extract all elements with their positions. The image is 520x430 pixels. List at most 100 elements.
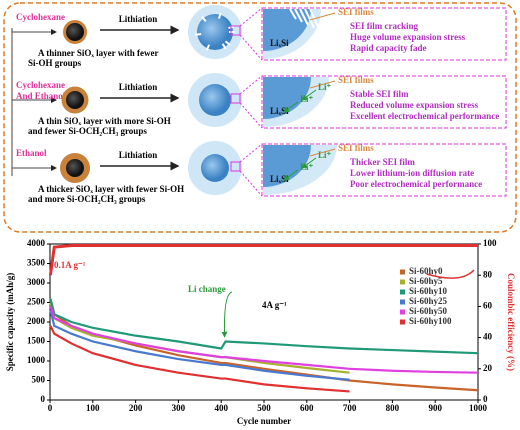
annotation-arrow	[221, 291, 233, 338]
core-region	[263, 77, 311, 119]
zoom-line	[239, 102, 263, 129]
note: Excellent electrochemical performance	[350, 111, 499, 121]
legend-label: Si-60hy5	[409, 276, 443, 286]
core-label: LiₓSi	[270, 174, 289, 184]
description: Si-OH groups	[28, 58, 82, 68]
core-region	[263, 9, 311, 51]
description: and fewer Si-OCH₂CH₃ groups	[28, 126, 147, 136]
y-tick-label: 0	[41, 394, 46, 404]
sei-crack	[299, 8, 309, 26]
solvent: Ethanol	[16, 148, 47, 158]
y2-tick-label: 0	[483, 394, 488, 404]
y-tick-label: 2500	[27, 297, 46, 307]
crack	[218, 12, 222, 19]
y2-tick-label: 20	[483, 363, 493, 373]
legend-label: Si-60hy50	[409, 306, 448, 316]
annotation: 0.1A g⁻¹	[54, 260, 86, 270]
series-line	[49, 298, 479, 355]
y2-tick-label: 100	[483, 238, 497, 248]
sei-crack	[309, 8, 321, 32]
sei-crack	[294, 8, 303, 23]
solvent: Cyclohexane	[16, 80, 65, 90]
diagram-frame	[3, 2, 517, 233]
description: and more Si-OCH₂CH₃ groups	[28, 194, 146, 204]
x-tick-label: 500	[257, 403, 271, 413]
li-path	[283, 169, 299, 181]
particle-core	[66, 91, 84, 109]
legend-swatch	[400, 289, 405, 295]
sei-pointer	[309, 80, 336, 89]
series-line	[49, 325, 350, 393]
zoom-line	[239, 34, 263, 61]
y-axis-label: Specific capacity (mAh/g)	[5, 273, 15, 371]
solvent: Cyclohexane	[16, 12, 65, 22]
li-ion: Li⁺	[300, 94, 314, 104]
y2-axis-label: Coulombic efficiency (%)	[506, 273, 516, 371]
particle-core	[66, 23, 84, 41]
efficiency-line	[48, 244, 478, 276]
process: Lithiation	[119, 82, 158, 92]
note: SEI film cracking	[350, 21, 419, 31]
legend-label: Si-60hy0	[409, 266, 443, 276]
sei-pointer	[309, 12, 336, 21]
sei-pointer	[309, 148, 336, 157]
legend-swatch	[400, 299, 405, 305]
x-tick-label: 800	[386, 403, 400, 413]
legend-swatch	[400, 269, 405, 275]
crack	[201, 16, 207, 23]
crack	[205, 44, 211, 51]
series-line	[49, 310, 350, 381]
particle-core	[66, 159, 84, 177]
legend-swatch	[400, 279, 405, 285]
sei-crack	[304, 8, 315, 29]
zoom-line	[239, 7, 263, 27]
zoom-line	[239, 143, 263, 163]
note: Thicker SEI film	[350, 157, 415, 167]
x-tick-label: 400	[214, 403, 228, 413]
li-path	[301, 89, 317, 101]
lithiated-particle	[199, 84, 231, 116]
x-axis-label: Cycle number	[237, 416, 291, 426]
axis-pointer	[426, 269, 475, 279]
note: Poor electrochemical performance	[350, 179, 482, 189]
y-tick-label: 4000	[27, 238, 46, 248]
lithiated-particle	[201, 154, 229, 182]
y-tick-label: 500	[32, 375, 46, 385]
crack	[195, 32, 202, 36]
zoom-square	[230, 93, 241, 104]
x-tick-label: 900	[428, 403, 442, 413]
annotation: 4A g⁻¹	[262, 300, 287, 310]
li-path	[283, 101, 299, 113]
legend-swatch	[400, 319, 405, 325]
core-region	[263, 145, 311, 187]
y2-tick-label: 80	[483, 269, 493, 279]
sei-crack	[289, 8, 297, 20]
description: A thicker SiOₓ layer with fewer Si-OH	[38, 184, 184, 194]
sei-label: SEI films	[338, 7, 374, 17]
x-tick-label: 600	[300, 403, 314, 413]
x-tick-label: 0	[48, 403, 53, 413]
x-tick-label: 200	[129, 403, 143, 413]
solvent: And Ethanol	[16, 91, 66, 101]
note: Huge volume expansion stress	[350, 32, 466, 42]
x-tick-label: 700	[343, 403, 357, 413]
note: Stable SEI film	[350, 89, 409, 99]
crack	[224, 40, 231, 46]
note: Lower lithium-ion diffusion rate	[350, 168, 474, 178]
x-tick-label: 1000	[469, 403, 488, 413]
legend-swatch	[400, 309, 405, 315]
crack	[221, 43, 227, 50]
li-ion: Li⁺	[318, 82, 332, 92]
x-tick-label: 100	[86, 403, 100, 413]
legend-label: Si-60hy100	[409, 316, 452, 326]
zoom-square	[230, 161, 241, 172]
zoom-line	[239, 170, 263, 197]
core-label: LiₓSi	[270, 106, 289, 116]
li-ion: Li⁺	[300, 162, 314, 172]
sei-label: SEI films	[338, 75, 374, 85]
lithiated-particle	[197, 14, 233, 50]
note: Reduced volume expansion stress	[350, 100, 479, 110]
y2-tick-label: 40	[483, 332, 493, 342]
description: A thin SiOₓ layer with more Si-OH	[38, 116, 171, 126]
